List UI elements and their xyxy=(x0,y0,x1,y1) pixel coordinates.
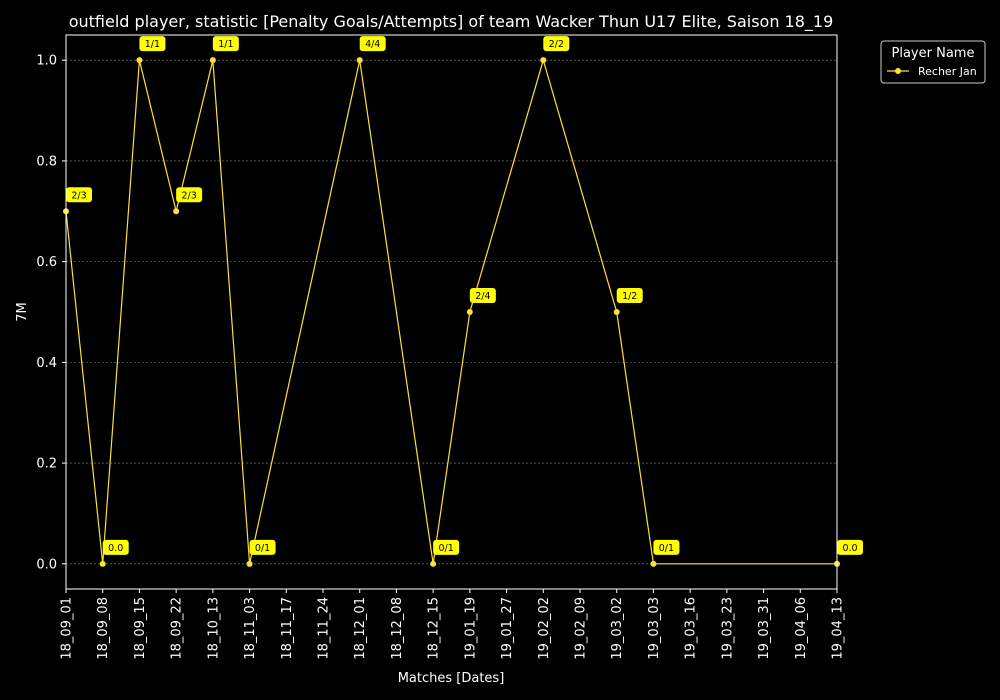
data-point xyxy=(466,309,473,315)
y-tick-label: 0.8 xyxy=(36,154,57,169)
x-tick-label: 19_02_02 xyxy=(537,597,552,660)
grid xyxy=(66,59,837,565)
data-label: 4/4 xyxy=(359,36,386,52)
data-label-box xyxy=(359,36,386,52)
data-label-text: 1/2 xyxy=(622,291,637,302)
x-axis-label: Matches [Dates] xyxy=(398,671,505,686)
data-label-text: 0.0 xyxy=(842,543,857,554)
y-tick-label: 0.2 xyxy=(36,457,57,472)
data-label: 1/1 xyxy=(139,36,166,52)
y-tick-label: 0.0 xyxy=(36,557,57,572)
data-point xyxy=(650,560,657,567)
x-tick-label: 19_03_02 xyxy=(610,597,625,660)
data-point xyxy=(356,57,363,64)
data-label-text: 1/1 xyxy=(218,39,233,50)
legend-swatch-marker xyxy=(895,68,901,74)
data-label-box xyxy=(102,539,129,555)
data-label: 0.0 xyxy=(102,539,129,555)
x-tick-label: 19_02_09 xyxy=(574,597,589,660)
data-label-text: 0.0 xyxy=(108,543,123,554)
data-point xyxy=(540,57,547,64)
x-tick-label: 18_09_22 xyxy=(170,597,185,660)
data-label: 0/1 xyxy=(249,539,276,555)
data-label-text: 4/4 xyxy=(365,39,380,50)
legend-entry-label: Recher Jan xyxy=(918,65,977,78)
series-layer xyxy=(63,57,840,567)
data-label-box xyxy=(176,187,203,203)
legend: Player Name Recher Jan xyxy=(880,40,986,84)
data-point xyxy=(246,560,253,567)
data-label-text: 0/1 xyxy=(255,543,270,554)
x-tick-label: 18_11_03 xyxy=(243,597,258,660)
legend-box xyxy=(880,40,986,84)
x-tick-label: 18_09_08 xyxy=(96,597,111,660)
data-label-box xyxy=(66,187,92,203)
x-axis: 18_09_01 18_09_08 18_09_15 18_09_22 18_10_13… xyxy=(60,589,846,660)
data-point xyxy=(173,208,180,215)
data-point xyxy=(136,57,143,64)
x-tick-label: 18_12_01 xyxy=(353,597,368,660)
data-point xyxy=(430,560,437,567)
data-label: 2/3 xyxy=(176,187,203,203)
x-tick-label: 19_01_19 xyxy=(463,597,478,660)
data-label-text: 0/1 xyxy=(438,543,453,554)
y-tick-label: 0.4 xyxy=(36,356,57,371)
data-label-text: 1/1 xyxy=(145,39,160,50)
data-label-box xyxy=(433,539,460,555)
data-label-box xyxy=(469,288,496,303)
data-label-text: 0/1 xyxy=(659,543,674,554)
data-label: 0/1 xyxy=(433,539,460,555)
data-label: 0/1 xyxy=(653,539,680,555)
x-tick-label: 19_04_06 xyxy=(794,597,809,660)
data-label: 2/4 xyxy=(469,288,496,303)
legend-title: Player Name xyxy=(892,46,975,61)
x-tick-label: 18_12_15 xyxy=(427,597,442,660)
data-label-box xyxy=(543,36,570,52)
x-tick-label: 19_03_03 xyxy=(647,597,662,660)
x-tick-label: 18_11_17 xyxy=(280,597,295,660)
chart-title: outfield player, statistic [Penalty Goal… xyxy=(69,12,834,32)
x-tick-label: 19_04_13 xyxy=(831,597,846,660)
data-label-box xyxy=(139,36,166,52)
data-label-text: 2/3 xyxy=(71,190,86,201)
data-labels: 2/3 0.0 1/1 2/3 1/1 0/1 4/4 0/1 2/4 2/2 1/2 0/1 0.0 xyxy=(66,36,863,555)
data-label-box xyxy=(616,288,643,303)
data-label-box xyxy=(249,539,276,555)
data-label-box xyxy=(212,36,239,52)
x-tick-label: 19_01_27 xyxy=(500,597,515,660)
data-label-text: 2/3 xyxy=(181,190,196,201)
x-tick-label: 18_09_01 xyxy=(60,597,75,660)
x-tick-label: 19_03_23 xyxy=(720,597,735,660)
data-point xyxy=(99,560,106,567)
x-tick-label: 18_12_08 xyxy=(390,597,405,660)
y-axis-label: 7M xyxy=(15,302,30,322)
y-tick-label: 1.0 xyxy=(36,54,57,69)
data-label-box xyxy=(653,539,680,555)
data-label-box xyxy=(837,539,863,555)
y-tick-label: 0.6 xyxy=(36,255,57,270)
data-label: 0.0 xyxy=(837,539,863,555)
data-label-text: 2/2 xyxy=(549,39,564,50)
data-point xyxy=(209,57,216,64)
data-label: 2/2 xyxy=(543,36,570,52)
y-axis: 0.0 0.2 0.4 0.6 0.8 1.0 xyxy=(36,54,66,572)
data-label: 1/1 xyxy=(212,36,239,52)
data-label: 2/3 xyxy=(66,187,92,203)
x-tick-label: 18_09_15 xyxy=(133,597,148,660)
x-tick-label: 19_03_31 xyxy=(757,597,772,660)
data-label-text: 2/4 xyxy=(475,291,490,302)
plot-frame xyxy=(65,34,838,590)
x-tick-label: 19_03_16 xyxy=(684,597,699,660)
x-tick-label: 18_10_13 xyxy=(206,597,221,660)
data-point xyxy=(613,309,620,315)
x-tick-label: 18_11_24 xyxy=(317,597,332,660)
data-label: 1/2 xyxy=(616,288,643,303)
